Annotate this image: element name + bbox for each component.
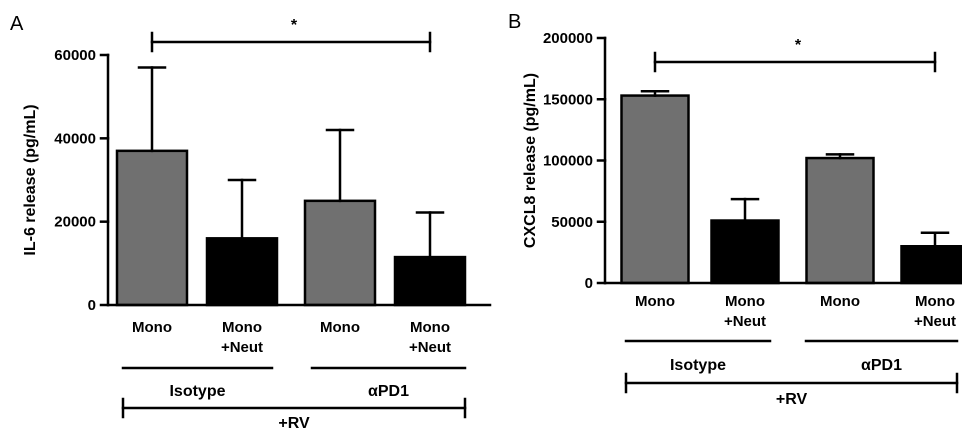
treatment-label: +RV xyxy=(278,415,310,432)
y-tick-label: 100000 xyxy=(543,153,593,170)
category-label-line: +Neut xyxy=(221,339,263,356)
y-tick-label: 0 xyxy=(585,275,593,292)
category-label-line: +Neut xyxy=(724,313,766,330)
category-label-line: Mono xyxy=(222,319,262,336)
category-label-line: Mono xyxy=(635,293,675,310)
bar xyxy=(205,237,279,307)
bar xyxy=(805,156,875,285)
y-tick-label: 20000 xyxy=(54,214,96,231)
bar xyxy=(710,219,780,285)
bar xyxy=(303,199,377,307)
y-tick-label: 150000 xyxy=(543,91,593,108)
category-label: Mono +Neut xyxy=(914,293,956,330)
category-label-line: Mono xyxy=(725,293,765,310)
category-label-line: Mono xyxy=(320,319,360,336)
y-tick-label: 200000 xyxy=(543,30,593,47)
chart-panel-b: B CXCL8 release (pg/mL) 0 50000 100000 150000… xyxy=(508,11,962,408)
group-label: Isotype xyxy=(169,383,225,400)
category-label-line: +Neut xyxy=(914,313,956,330)
group-label: αPD1 xyxy=(368,383,409,400)
y-tick-label: 40000 xyxy=(54,130,96,147)
category-label: Mono +Neut xyxy=(409,319,451,356)
category-label-line: Mono xyxy=(410,319,450,336)
category-label: Mono xyxy=(132,319,172,336)
group-label: Isotype xyxy=(670,357,726,374)
panel-label: A xyxy=(10,13,24,35)
category-label-line: Mono xyxy=(820,293,860,310)
y-tick-label: 0 xyxy=(88,297,96,314)
y-axis-label: CXCL8 release (pg/mL) xyxy=(522,73,539,248)
y-axis-label: IL-6 release (pg/mL) xyxy=(22,104,39,255)
category-label: Mono xyxy=(820,293,860,310)
category-label: Mono +Neut xyxy=(724,293,766,330)
category-label-line: Mono xyxy=(915,293,955,310)
treatment-label: +RV xyxy=(776,391,808,408)
bar xyxy=(900,245,962,285)
bar xyxy=(620,94,690,285)
bar xyxy=(115,149,189,307)
y-tick-label: 60000 xyxy=(54,47,96,64)
category-label: Mono xyxy=(635,293,675,310)
category-label-line: +Neut xyxy=(409,339,451,356)
category-label: Mono +Neut xyxy=(221,319,263,356)
category-label: Mono xyxy=(320,319,360,336)
panel-label: B xyxy=(508,11,521,33)
group-label: αPD1 xyxy=(861,357,902,374)
significance-star: * xyxy=(795,37,802,54)
significance-star: * xyxy=(291,17,298,34)
bar xyxy=(393,255,467,307)
y-tick-label: 50000 xyxy=(551,214,593,231)
chart-panel-a: A IL-6 release (pg/mL) 0 20000 40000 60000 Mon… xyxy=(10,13,492,432)
category-label-line: Mono xyxy=(132,319,172,336)
